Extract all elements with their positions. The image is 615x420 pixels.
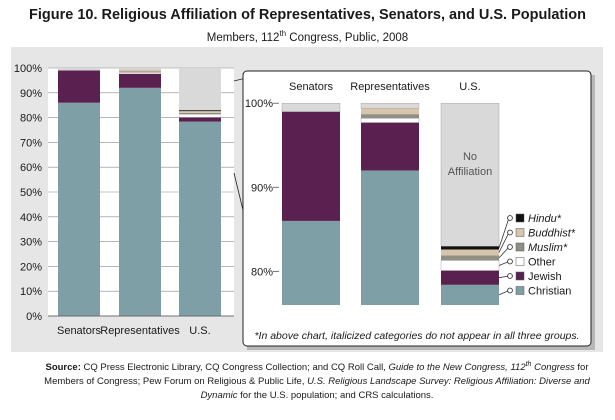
legend-swatch-hindu [515,213,525,223]
left-x-tick-label: Senators [57,325,102,337]
left-y-tick-label: 30% [20,237,42,249]
source-text-2: for Members of Congress; Pew Forum on Re… [44,362,589,388]
left-y-tick-label: 60% [20,162,42,174]
right-bar-jewish [361,122,419,171]
legend-leader-line [498,246,510,259]
left-bar-buddhist [119,69,161,72]
legend-swatch-muslim [515,242,525,252]
legend-leader-dot [507,215,513,221]
no-affiliation-label: Affiliation [448,166,492,178]
left-bar-other [118,72,162,74]
right-bar-no_affiliation [360,103,420,109]
right-bar-buddhist [441,249,499,256]
legend-swatch-buddhist [515,228,525,237]
right-bar-muslim [441,255,499,261]
legend-label-muslim: Muslim* [528,242,568,254]
right-bar-hindu [441,246,499,250]
right-category-label: Representatives [350,81,430,93]
left-y-tick-label: 20% [20,261,42,273]
left-bar-muslim [119,71,161,73]
legend-swatch-other [515,257,525,266]
left-bar-muslim [179,112,221,115]
left-x-tick-label: Representatives [100,325,180,337]
source-title-1: Guide to the New Congress, 112 [388,362,526,374]
source-text-1: CQ Press Electronic Library, CQ Congress… [80,362,389,374]
left-y-tick-label: 90% [20,88,42,100]
source-note: Source: CQ Press Electronic Library, CQ … [37,358,597,403]
source-title-1b: Congress [531,362,575,374]
subtitle-main: Members, 112 [206,31,280,44]
right-y-tick-label: 90% [251,182,273,194]
right-category-label: U.S. [459,81,480,93]
left-bar-no_affiliation [119,68,161,70]
legend-label-christian: Christian [528,286,571,298]
left-y-tick-label: 10% [20,286,42,298]
right-bar-christian [361,170,419,305]
legend-leader-dot [507,258,513,265]
right-bar-christian [441,284,499,305]
source-label: Source: [45,362,81,374]
legend-swatch-jewish [515,271,525,281]
legend-label-buddhist: Buddhist* [528,228,576,240]
right-bar-other [360,118,420,123]
legend-leader-dot [507,229,513,236]
left-bar-jewish [119,73,161,88]
right-category-label: Senators [289,81,334,93]
left-y-tick-label: 70% [20,137,42,149]
right-y-tick-label: 80% [251,266,273,278]
left-bar-no_affiliation [179,68,221,111]
source-title-2: U.S. Religious Landscape Survey: Religio… [200,376,590,402]
left-bar-christian [58,102,100,316]
source-text-3: for the U.S. population; and CRS calcula… [237,390,434,402]
left-bar-other [178,114,222,118]
left-y-tick-label: 80% [20,113,42,125]
no-affiliation-label: No [463,151,477,163]
left-y-tick-label: 50% [20,187,42,199]
legend-label-jewish: Jewish [528,271,562,283]
right-bar-jewish [441,270,499,285]
left-bar-hindu [179,110,221,112]
right-bar-jewish [282,111,340,221]
right-bar-muslim [361,114,419,119]
legend-label-other: Other [528,257,556,269]
right-bar-no_affiliation [440,103,500,247]
left-bar-jewish [58,70,100,103]
left-y-tick-label: 100% [14,63,42,75]
right-bar-no_affiliation [281,103,341,112]
left-y-tick-label: 40% [20,212,42,224]
chart-footnote: *In above chart, italicized categories d… [254,330,579,342]
right-y-tick-label: 100% [245,98,273,110]
legend-leader-line [498,217,510,248]
chart-panel: 0% 10% 20% 30% 40% 50% 60% 70% 80% 90% 100% Senator… [11,47,603,352]
left-bar-christian [179,121,221,317]
right-bar-other [440,260,500,271]
subtitle-superscript: th [279,29,287,38]
left-y-tick-label: 0% [26,311,42,323]
legend-label-hindu: Hindu* [528,213,562,225]
left-x-tick-label: U.S. [189,325,210,337]
right-bar-buddhist [361,108,419,115]
subtitle-rest: Congress, Public, 2008 [286,31,409,44]
chart-canvas: 0% 10% 20% 30% 40% 50% 60% 70% 80% 90% 100% Senator… [14,63,595,350]
legend-leader-line [498,232,510,253]
legend-leader-dot [507,287,513,294]
right-bar-christian [282,220,340,305]
legend-leader-dot [507,244,513,250]
left-bar-no_affiliation [58,68,100,71]
left-bar-christian [119,87,161,316]
chart-subtitle: Members, 112th Congress, Public, 2008 [0,29,615,44]
source-superscript: th [525,361,532,368]
left-bar-buddhist [179,111,221,113]
left-bar-jewish [179,117,221,122]
legend-leader-dot [507,273,513,279]
chart-title: Figure 10. Religious Affiliation of Repr… [29,7,586,23]
legend-swatch-christian [515,286,525,295]
